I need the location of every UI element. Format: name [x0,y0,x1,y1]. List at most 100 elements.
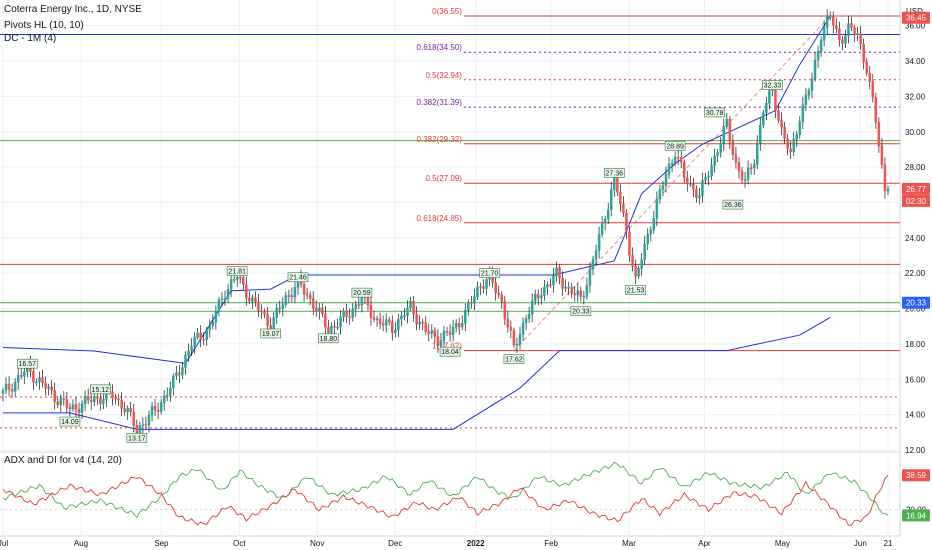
candle [387,316,391,326]
candle [549,278,552,288]
candle-body [290,295,294,298]
candle-body [208,325,212,331]
candle [500,291,504,309]
candle [597,226,601,259]
last-price-tag-box [902,182,930,195]
candle [311,291,315,316]
countdown-tag: 02:30 [902,194,930,207]
pivot-label: 13.17 [126,433,148,443]
candle [257,293,260,318]
candle-body [689,183,692,185]
candle [731,134,735,161]
candle-body [150,406,154,416]
candle [126,405,129,420]
candle-body [375,318,379,321]
candle-body [248,297,251,302]
candle [50,380,53,395]
candle [841,36,844,51]
di-minus-line [2,474,889,526]
candle-body [807,90,811,96]
candle [281,297,285,317]
candle [92,393,96,406]
candle-body [692,183,695,190]
candle-body [515,344,519,346]
candle-body [44,382,47,389]
candle [375,315,379,327]
candle-body [701,180,704,196]
candle [783,122,786,144]
candle-body [704,176,707,181]
pivot-label-box [351,287,373,298]
candle [254,291,257,307]
candle-body [877,122,881,147]
candle [780,112,783,135]
candle-body [281,304,285,309]
pivot-label-box [90,384,111,395]
candle [156,402,160,420]
candle-body [634,266,637,277]
price-tag: 20.33 [902,296,930,309]
candle-body [795,134,799,140]
candle-body [354,304,358,310]
adx-legend[interactable]: ADX and DI for v4 (14, 20) [4,455,122,466]
candle [579,286,583,302]
pivot-label: 15.12 [90,384,111,395]
candle-body [342,310,345,318]
candle [646,228,649,251]
candle-body [421,321,424,324]
candle-body [92,396,96,403]
fib-level-label: 0(36.55) [432,7,462,16]
pivot-label-text: 17.62 [505,357,523,364]
price-tag-box [902,11,930,24]
candle-body [357,304,361,306]
candle [609,181,613,217]
candle-body [655,198,659,219]
candle [41,369,44,388]
candle [664,166,668,193]
candle-body [433,330,437,337]
candle-body [768,90,771,104]
candle [695,185,698,203]
candle-body [135,425,139,434]
pivot-label-box [318,333,339,344]
adx-tag: 38.59 [902,469,930,482]
candle-body [223,298,227,300]
candle-body [214,311,218,323]
pivot-label-text: 14.09 [61,419,79,426]
candle [582,290,586,305]
candle [746,160,750,185]
candle-body [777,110,780,121]
candle [16,368,20,390]
candle [132,403,136,433]
candle-body [99,397,102,405]
candle [716,149,719,163]
candle-body [673,157,677,164]
candle [682,159,686,184]
candle [217,296,221,317]
candle [1,387,5,402]
candle-body [722,126,726,144]
candle [467,299,470,316]
candle-body [89,399,93,403]
pivots-legend[interactable]: Pivots HL (10, 10) [4,20,84,31]
adx-tag-box [902,509,930,522]
candle [603,215,607,231]
candle-body [62,398,66,400]
candle [862,38,865,70]
pivot-label-text: 18.04 [441,349,459,356]
candle-body [418,321,421,325]
donchian-legend[interactable]: DC - 1M (4) [4,33,57,44]
pivot-label-box [17,358,38,369]
candle [661,180,665,197]
candle-body [381,323,385,326]
candle [558,264,561,285]
candle [181,361,184,380]
candle-body [868,72,872,82]
candle-body [643,243,646,260]
candle [430,324,434,339]
candle-body [74,404,78,410]
candle-body [275,307,278,318]
candle-body [387,319,391,323]
candle [321,303,324,318]
